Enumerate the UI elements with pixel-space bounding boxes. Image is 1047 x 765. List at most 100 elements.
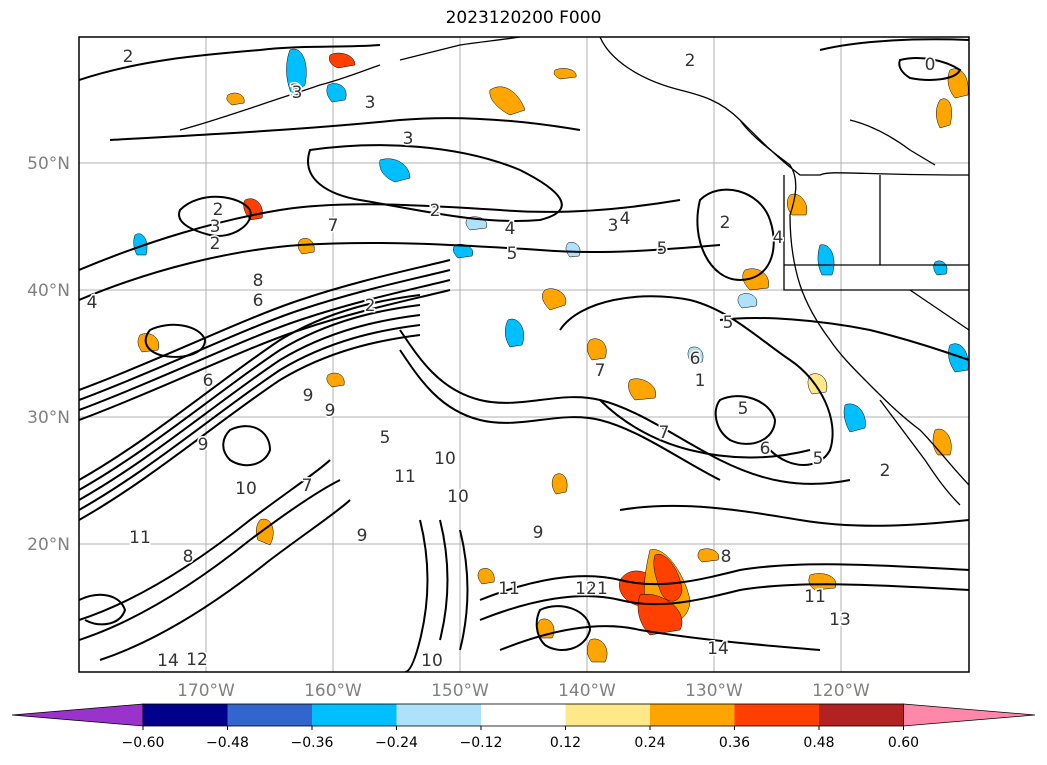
latitude-labels: 50°N 40°N 30°N 20°N <box>27 154 70 555</box>
colorbar-tick-label: 0.48 <box>803 735 834 751</box>
contour-label: 9 <box>303 386 314 406</box>
colorbar <box>11 703 1036 730</box>
contour-label: 10 <box>447 487 469 507</box>
colorbar-tick-label: 0.12 <box>550 735 581 751</box>
contour-label: 7 <box>659 423 670 443</box>
contour-label: 5 <box>380 428 391 448</box>
lon-label: 170°W <box>177 681 235 701</box>
contour-lines <box>79 38 969 672</box>
contour-label: 6 <box>253 291 264 311</box>
contour-label: 4 <box>505 219 516 239</box>
contour-label: 11 <box>804 587 826 607</box>
colorbar-tick-label: −0.36 <box>291 735 334 751</box>
contour-label: 2 <box>430 201 441 221</box>
lat-label: 20°N <box>27 535 70 555</box>
colorbar-segment <box>565 704 650 726</box>
contour-label: 11 <box>129 528 151 548</box>
contour-label: 3 <box>365 93 376 113</box>
contour-label: 8 <box>721 547 732 567</box>
contour-label: 9 <box>533 523 544 543</box>
contour-label: 2 <box>720 213 731 233</box>
colorbar-tick-label: 0.24 <box>634 735 665 751</box>
contour-label: 14 <box>707 639 729 659</box>
colorbar-tick-label: −0.60 <box>122 735 165 751</box>
colorbar-tick-label: 0.36 <box>719 735 750 751</box>
colorbar-segment <box>734 704 819 726</box>
lon-label: 140°W <box>558 681 616 701</box>
colorbar-segment <box>481 704 566 726</box>
contour-label: 9 <box>198 435 209 455</box>
colorbar-segment <box>650 704 735 726</box>
contour-label: 10 <box>421 651 443 671</box>
map-frame <box>78 36 970 673</box>
contour-label: 11 <box>586 579 608 599</box>
contour-label: 12 <box>575 579 597 599</box>
colorbar-extend-left <box>11 703 144 727</box>
lat-label: 40°N <box>27 281 70 301</box>
contour-label: 4 <box>773 228 784 248</box>
lon-label: 130°W <box>685 681 743 701</box>
colorbar-frame <box>142 703 904 727</box>
colorbar-extend-right <box>903 703 1036 727</box>
colorbar-tick-labels: −0.60 −0.48 −0.36 −0.24 −0.12 0.12 0.24 0.36 0.4… <box>122 735 920 751</box>
contour-label: 7 <box>328 216 339 236</box>
contour-label: 2 <box>210 234 221 254</box>
contour-label: 13 <box>829 610 851 630</box>
contour-label: 5 <box>657 239 668 259</box>
lat-label: 30°N <box>27 408 70 428</box>
contour-label: 10 <box>235 479 257 499</box>
colorbar-tick-label: 0.60 <box>888 735 919 751</box>
contour-label: 14 <box>157 651 179 671</box>
contour-label: 6 <box>760 439 771 459</box>
colorbar-segment <box>227 704 312 726</box>
longitude-labels: 170°W 160°W 150°W 140°W 130°W 120°W <box>177 681 870 701</box>
colorbar-segment <box>819 704 904 726</box>
contour-label: 4 <box>87 293 98 313</box>
colorbar-segment <box>312 704 397 726</box>
lon-label: 150°W <box>431 681 489 701</box>
contour-label: 5 <box>738 399 749 419</box>
contour-label: 11 <box>498 579 520 599</box>
lon-label: 120°W <box>812 681 870 701</box>
contour-label: 12 <box>186 650 208 670</box>
contour-label: 5 <box>813 449 824 469</box>
colorbar-tick-label: −0.24 <box>375 735 418 751</box>
contour-label: 3 <box>290 81 301 101</box>
contour-label: 7 <box>302 476 313 496</box>
contour-label: 6 <box>690 349 701 369</box>
colorbar-tick-label: −0.48 <box>206 735 249 751</box>
contour-label: 9 <box>325 401 336 421</box>
cold-anomaly-patches <box>133 48 969 433</box>
map-title: 2023120200 F000 <box>445 8 602 28</box>
contour-label: 5 <box>507 244 518 264</box>
contour-label: 3 <box>210 217 221 237</box>
contour-label: 4 <box>620 209 631 229</box>
colorbar-segment <box>143 704 228 726</box>
contour-label: 9 <box>357 526 368 546</box>
lat-label: 50°N <box>27 154 70 174</box>
contour-label: 2 <box>213 200 224 220</box>
coastlines <box>179 37 969 506</box>
contour-label: 11 <box>394 467 416 487</box>
colorbar-tick-label: −0.12 <box>460 735 503 751</box>
contour-label: 2 <box>123 47 134 67</box>
contour-label: 3 <box>608 216 619 236</box>
contour-label: 3 <box>403 129 414 149</box>
contour-label: 1 <box>695 371 706 391</box>
lon-label: 160°W <box>304 681 362 701</box>
contour-label: 3 <box>292 83 303 103</box>
colorbar-segment <box>396 704 481 726</box>
contour-label: 10 <box>434 449 456 469</box>
contour-label: 5 <box>723 313 734 333</box>
contour-label: 6 <box>203 371 214 391</box>
contour-label: 8 <box>183 547 194 567</box>
contour-label: 7 <box>595 361 606 381</box>
contour-label: 8 <box>253 271 264 291</box>
contour-label: 0 <box>925 55 936 75</box>
contour-label: 2 <box>365 296 376 316</box>
contour-label: 2 <box>685 51 696 71</box>
contour-label: 2 <box>880 461 891 481</box>
